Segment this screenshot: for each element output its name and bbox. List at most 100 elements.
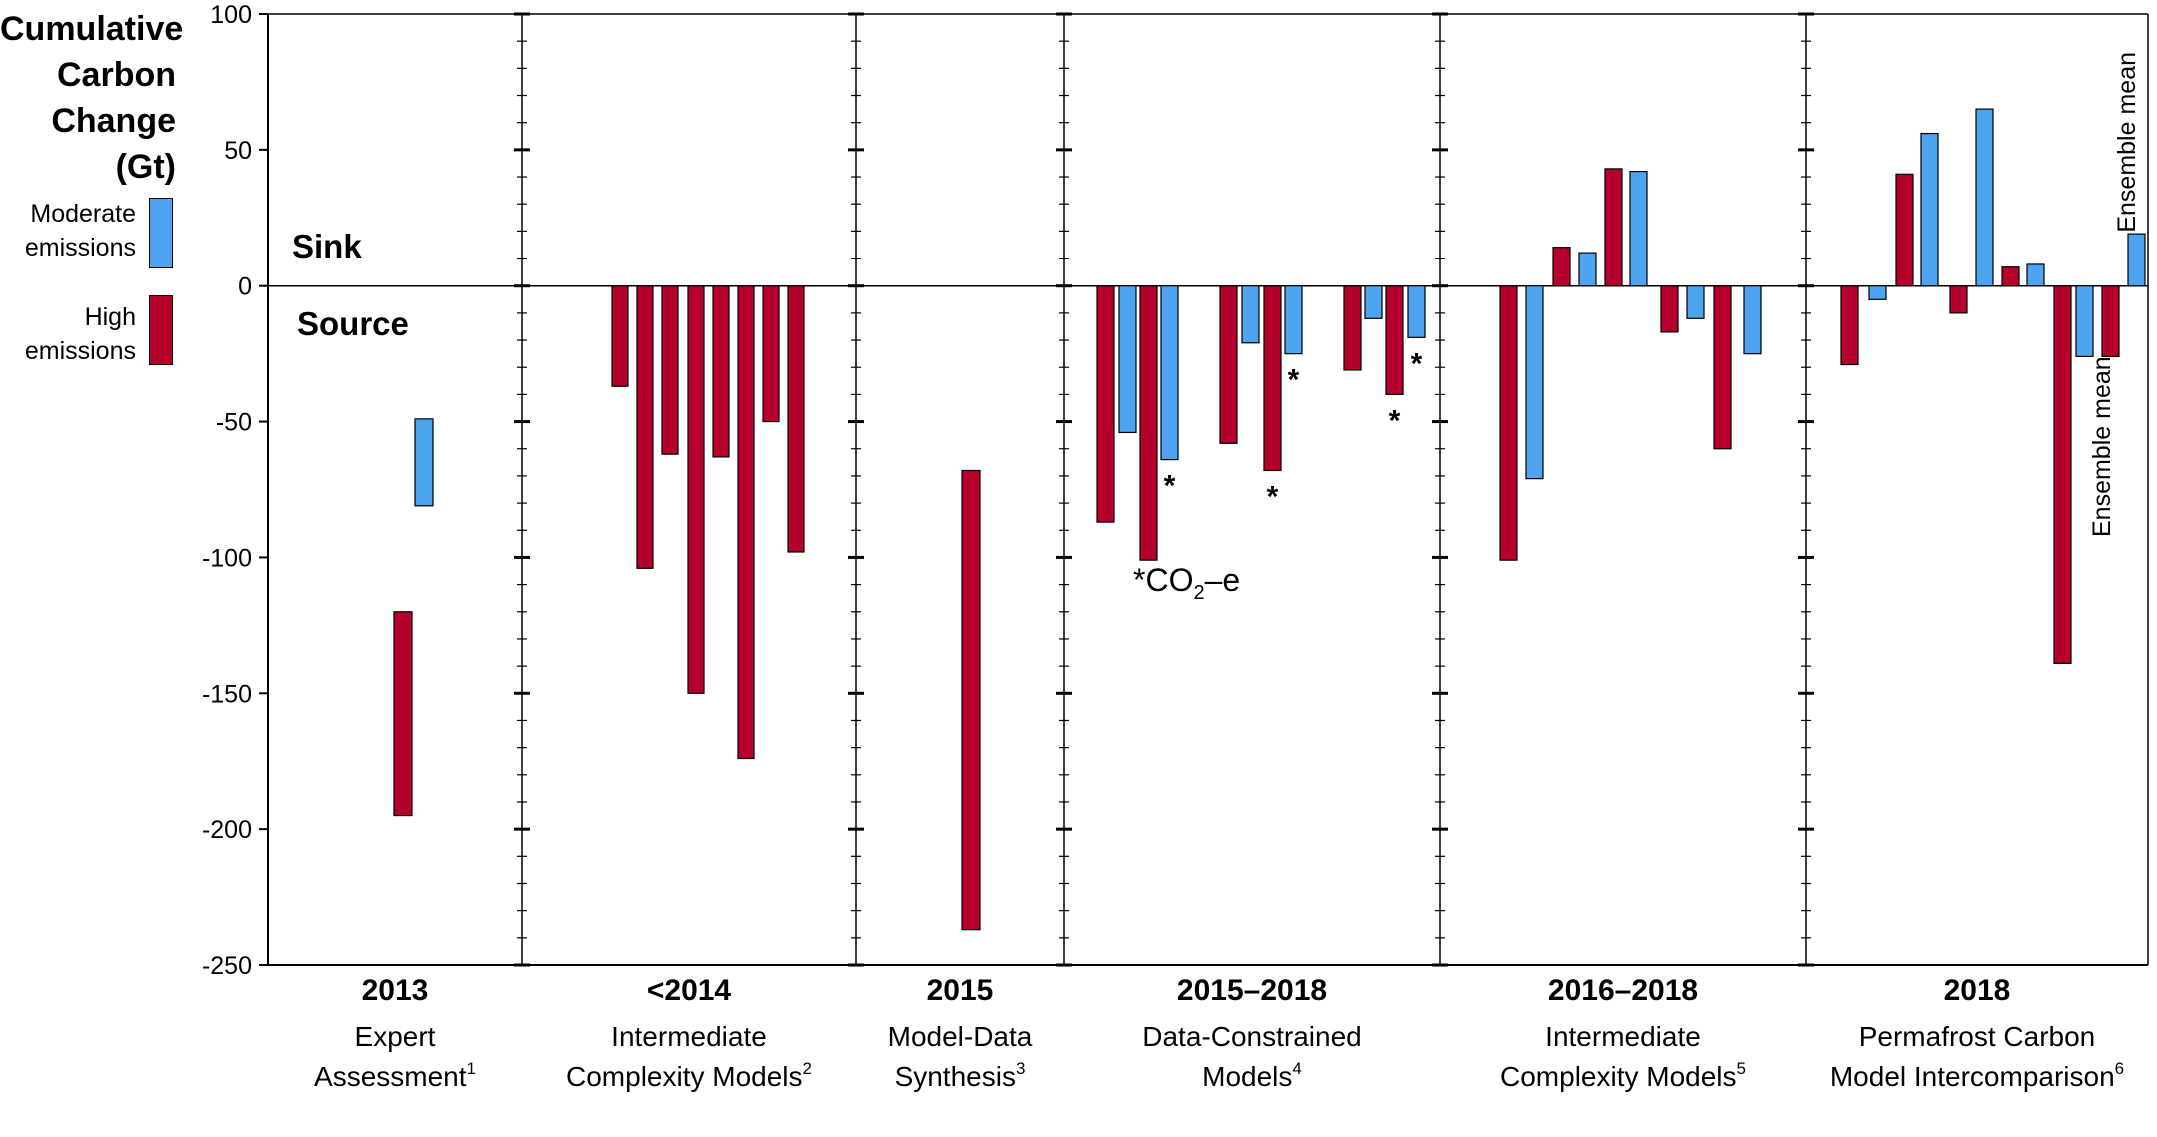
group-method-label: Complexity Models5 (1500, 1059, 1746, 1092)
bar-high (2053, 285, 2072, 664)
bar-moderate (1407, 285, 1426, 338)
bar-high (661, 285, 679, 455)
y-tick-label: -100 (202, 544, 252, 572)
sink-label: Sink (292, 228, 362, 265)
co2e-asterisk: * (1267, 480, 1279, 513)
bar-moderate (1629, 170, 1648, 287)
group-method-label: Expert (355, 1021, 436, 1052)
co2e-asterisk: * (1411, 347, 1423, 380)
legend-high-line-1: High (84, 303, 136, 331)
bar-high (737, 285, 755, 760)
bar-high (636, 285, 654, 569)
bar-high (1343, 285, 1362, 371)
bar-moderate (1284, 285, 1303, 355)
y-tick-label: -150 (202, 680, 252, 708)
source-label: Source (297, 305, 409, 342)
bar-high (1604, 168, 1623, 287)
y-tick-label: -200 (202, 816, 252, 844)
co2e-note: *CO2–e (1133, 562, 1240, 604)
bar-high (1263, 285, 1282, 472)
legend-high-label: High emissions (0, 300, 136, 368)
bar-moderate (1743, 285, 1762, 355)
group-method-label: Model-Data (888, 1021, 1033, 1052)
bar-group-<2014 (611, 285, 805, 760)
group-year-label: 2016–2018 (1548, 974, 1698, 1007)
bar-high (1096, 285, 1115, 523)
bar-moderate (1868, 285, 1887, 300)
bar-high (961, 469, 981, 931)
co2e-asterisk: * (1288, 364, 1300, 397)
group-footnote-marker: 5 (1737, 1059, 1746, 1078)
y-axis-label-line-3: Change (Gt) (51, 102, 176, 186)
group-footnote-marker: 4 (1292, 1059, 1301, 1078)
bar-group-2015–2018: * * * * * (1096, 285, 1426, 561)
group-method-label: Complexity Models2 (566, 1059, 812, 1092)
bar-moderate (1578, 252, 1597, 287)
bar-high (1139, 285, 1158, 561)
y-tick-label: -250 (202, 952, 252, 980)
group-footnote-marker: 1 (467, 1059, 476, 1078)
group-method-label: Permafrost Carbon (1859, 1021, 2096, 1052)
bar-moderate (1975, 108, 1994, 287)
group-year-label: <2014 (647, 974, 732, 1007)
bar-high (1713, 285, 1732, 450)
group-method-label: Data-Constrained (1142, 1021, 1361, 1052)
group-footnote-marker: 2 (803, 1059, 812, 1078)
bar-moderate (1241, 285, 1260, 344)
group-method-label: Intermediate (611, 1021, 767, 1052)
bar-high (393, 611, 413, 817)
legend-moderate-line-2: emissions (24, 234, 136, 262)
bar-high (687, 285, 705, 694)
bar-high (2101, 285, 2120, 357)
legend-high-line-2: emissions (24, 337, 136, 365)
co2e-subscript: 2 (1193, 582, 1204, 604)
bar-moderate (414, 418, 434, 507)
bar-high (2001, 266, 2020, 287)
group-method-label: Synthesis3 (895, 1059, 1026, 1092)
bar-high (1949, 285, 1968, 314)
y-tick-label: -50 (216, 409, 252, 437)
bar-high (611, 285, 629, 387)
bar-high (787, 285, 805, 553)
y-axis-label-line-1: Cumulative (0, 10, 184, 48)
group-method-label: Model Intercomparison6 (1830, 1059, 2124, 1092)
bar-high (1499, 285, 1518, 561)
co2e-suffix: –e (1205, 562, 1241, 598)
bar-high (1660, 285, 1679, 333)
group-method-label: Models4 (1202, 1059, 1302, 1092)
bar-moderate (1920, 132, 1939, 287)
group-year-label: 2018 (1944, 974, 2011, 1007)
y-tick-label: 100 (210, 1, 252, 29)
legend-moderate-label: Moderate emissions (0, 197, 136, 265)
legend-moderate-line-1: Moderate (30, 200, 136, 228)
group-year-label: 2015 (927, 974, 994, 1007)
bar-high (1840, 285, 1859, 366)
bar-high (1219, 285, 1238, 444)
bar-high (1895, 173, 1914, 287)
bar-group-2018 (1840, 108, 2146, 664)
bar-high (1552, 247, 1571, 287)
bar-moderate (1364, 285, 1383, 319)
bar-high (762, 285, 780, 423)
legend-high-swatch (149, 295, 173, 365)
bar-moderate (1160, 285, 1179, 461)
ensemble-mean-label-high: Ensemble mean (2088, 356, 2116, 537)
bar-group-2016–2018 (1499, 168, 1762, 561)
y-tick-label: 50 (224, 137, 252, 165)
bar-group-2015 (961, 469, 981, 931)
co2e-asterisk: * (1164, 470, 1176, 503)
group-footnote-marker: 6 (2115, 1059, 2124, 1078)
group-footnote-marker: 3 (1016, 1059, 1025, 1078)
legend-moderate-swatch (149, 198, 173, 268)
y-axis-label: Cumulative Carbon Change (Gt) (0, 6, 184, 190)
bar-group-2013 (393, 418, 434, 817)
bar-high (1385, 285, 1404, 396)
y-tick-label: 0 (238, 273, 252, 301)
bar-moderate (2127, 233, 2146, 287)
group-year-label: 2013 (362, 974, 429, 1007)
bar-moderate (1686, 285, 1705, 319)
bar-moderate (2075, 285, 2094, 357)
bar-moderate (2026, 263, 2045, 287)
group-method-label: Intermediate (1545, 1021, 1701, 1052)
